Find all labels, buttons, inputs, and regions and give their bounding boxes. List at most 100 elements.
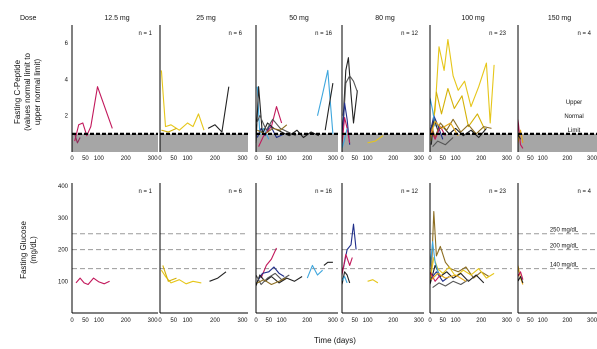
- peptide-series-1-2: [207, 86, 230, 133]
- glucose-x-tick-label-0-3: 200: [121, 318, 132, 324]
- glucose-reference-label-0: 250 mg/dL: [550, 228, 579, 234]
- peptide-x-tick-label-4-4: 300: [502, 156, 513, 162]
- dose-header-label: Dose: [20, 15, 36, 22]
- glucose-series-1-1: [162, 265, 177, 282]
- peptide-x-tick-label-5-0: 0: [516, 156, 520, 162]
- peptide-series-4-8: [429, 120, 459, 138]
- peptide-x-tick-label-0-4: 300: [148, 156, 159, 162]
- glucose-x-tick-label-1-2: 100: [182, 318, 193, 324]
- peptide-x-tick-label-1-2: 100: [182, 156, 193, 162]
- glucose-x-tick-label-4-4: 300: [502, 318, 513, 324]
- panel-5: 150 mg n = 4 n = 4 0 0 50 50 100 100 200 200 300 300: [516, 15, 597, 324]
- glucose-reference-label-2: 140 mg/dL: [550, 263, 579, 269]
- panels-layer: 12.5 mgn = 1n = 100505010010020020030030…: [58, 15, 597, 324]
- glucose-x-tick-label-3-3: 200: [388, 318, 399, 324]
- dose-label-1: 25 mg: [196, 15, 216, 22]
- glucose-x-tick-label-5-4: 300: [587, 318, 597, 324]
- glucose-series-2-0: [260, 247, 277, 279]
- peptide-series-0-1: [74, 133, 81, 144]
- glucose-n-label-0: n = 1: [138, 189, 152, 195]
- peptide-series-4-7: [432, 137, 454, 147]
- peptide-series-4-4: [429, 115, 444, 140]
- glucose-x-tick-label-5-3: 200: [562, 318, 573, 324]
- peptide-x-tick-label-4-0: 0: [428, 156, 432, 162]
- dose-label-5: 150 mg: [548, 15, 571, 22]
- peptide-x-tick-label-3-4: 300: [414, 156, 425, 162]
- glucose-series-5-1: [517, 271, 524, 280]
- panel-2: 50 mg n = 16 n = 16 0 0 50 50 100 100 200 200 300 30…: [254, 15, 338, 324]
- peptide-x-tick-label-1-0: 0: [158, 156, 162, 162]
- glucose-y-tick-label-0: 100: [58, 279, 69, 285]
- glucose-x-tick-label-5-2: 100: [538, 318, 549, 324]
- peptide-series-0-0: [74, 86, 113, 142]
- glucose-series-3-4: [367, 279, 379, 284]
- panel-4: 100 mg n = 23 n = 23 0 0 50 50 100 100 200 200 300 3…: [428, 15, 512, 324]
- peptide-x-tick-label-3-2: 100: [363, 156, 374, 162]
- upper-normal-limit-label-line-0: Upper: [566, 100, 582, 106]
- glucose-x-tick-label-0-4: 300: [148, 318, 159, 324]
- peptide-series-2-7: [324, 83, 334, 131]
- glucose-x-tick-label-1-4: 300: [237, 318, 248, 324]
- peptide-series-5-0: [517, 119, 524, 149]
- normal-range-shading-4: [430, 133, 512, 152]
- glucose-x-tick-label-1-1: 50: [170, 318, 177, 324]
- glucose-series-1-2: [209, 271, 227, 282]
- x-axis-title: Time (days): [314, 336, 356, 345]
- panel-0: 12.5 mg n = 1 n = 1 0 0 50 50 100 100 200 200 300 30…: [70, 15, 158, 324]
- peptide-n-label-5: n = 4: [577, 31, 591, 37]
- peptide-x-tick-label-2-1: 50: [265, 156, 272, 162]
- glucose-series-2-5: [306, 264, 323, 279]
- peptide-series-3-3: [341, 116, 351, 145]
- peptide-x-tick-label-2-3: 200: [302, 156, 313, 162]
- normal-range-shading-0: [72, 133, 158, 152]
- glucose-x-tick-label-2-0: 0: [254, 318, 258, 324]
- upper-normal-limit-label-line-2: Limit: [568, 128, 581, 134]
- dose-label-3: 80 mg: [375, 15, 395, 22]
- peptide-x-tick-label-1-4: 300: [237, 156, 248, 162]
- peptide-series-4-3: [430, 118, 492, 139]
- glucose-x-tick-label-4-1: 50: [439, 318, 446, 324]
- peptide-x-tick-label-5-3: 200: [562, 156, 573, 162]
- glucose-n-label-4: n = 23: [489, 189, 507, 195]
- peptide-n-label-1: n = 6: [228, 31, 242, 37]
- peptide-series-4-5: [429, 97, 436, 127]
- peptide-x-tick-label-0-1: 50: [82, 156, 89, 162]
- peptide-y-axis-title: Fasting C-Peptide (values normal limit t…: [13, 53, 42, 131]
- glucose-x-tick-label-4-2: 100: [451, 318, 462, 324]
- peptide-series-3-1: [342, 75, 358, 124]
- glucose-series-5-2: [517, 275, 524, 284]
- peptide-x-tick-label-4-3: 200: [476, 156, 487, 162]
- peptide-x-tick-label-4-2: 100: [451, 156, 462, 162]
- glucose-series-4-5: [429, 271, 441, 282]
- glucose-series-2-4: [257, 277, 286, 286]
- glucose-x-tick-label-0-1: 50: [82, 318, 89, 324]
- peptide-x-tick-label-3-1: 50: [351, 156, 358, 162]
- dose-label-4: 100 mg: [461, 15, 484, 22]
- glucose-reference-label-1: 200 mg/dL: [550, 244, 579, 250]
- peptide-x-tick-label-3-3: 200: [388, 156, 399, 162]
- glucose-x-tick-label-2-3: 200: [302, 318, 313, 324]
- glucose-series-4-7: [430, 272, 467, 282]
- glucose-x-tick-label-3-2: 100: [363, 318, 374, 324]
- glucose-series-3-2: [341, 253, 353, 276]
- peptide-x-tick-label-5-1: 50: [527, 156, 534, 162]
- panel-1: 25 mg n = 6 n = 6 0 0 50 50 100 100 200 200 300 300: [158, 15, 248, 324]
- peptide-series-1-0: [160, 70, 205, 131]
- peptide-series-2-1: [256, 124, 285, 139]
- glucose-x-tick-label-1-0: 0: [158, 318, 162, 324]
- glucose-series-5-0: [517, 265, 524, 285]
- peptide-x-tick-label-2-2: 100: [277, 156, 288, 162]
- peptide-series-5-1: [517, 129, 524, 144]
- glucose-series-1-0: [160, 269, 202, 285]
- peptide-series-1-1: [161, 127, 177, 133]
- peptide-series-4-0: [430, 38, 495, 131]
- peptide-n-label-2: n = 16: [315, 31, 333, 37]
- dose-label-2: 50 mg: [289, 15, 309, 22]
- peptide-x-tick-label-0-3: 200: [121, 156, 132, 162]
- glucose-series-2-2: [255, 274, 303, 287]
- peptide-n-label-4: n = 23: [489, 31, 507, 37]
- peptide-x-tick-label-2-4: 300: [328, 156, 339, 162]
- glucose-x-tick-label-2-4: 300: [328, 318, 339, 324]
- glucose-series-2-1: [256, 266, 285, 282]
